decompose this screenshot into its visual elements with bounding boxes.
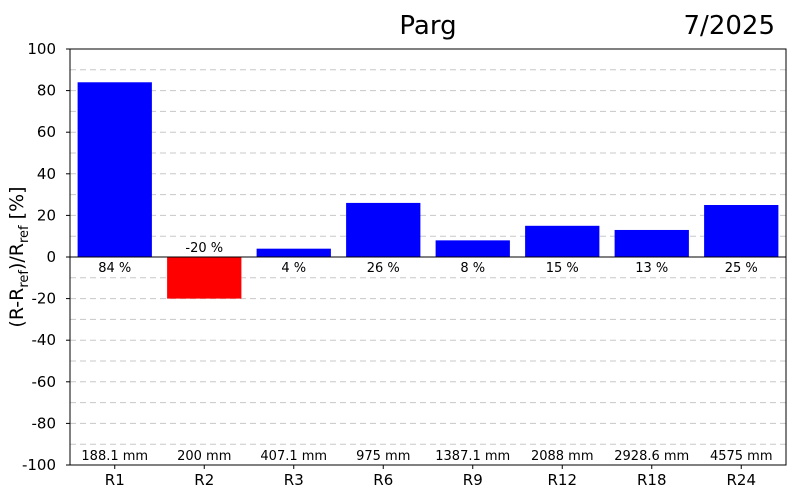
- value-label: -20 %: [185, 241, 223, 256]
- value-label: 84 %: [98, 261, 131, 276]
- y-tick-label: 60: [37, 123, 56, 141]
- y-tick-label: 100: [27, 40, 56, 58]
- x-tick-label: R6: [373, 471, 393, 489]
- y-tick-label: -60: [32, 373, 57, 391]
- precip-label: 4575 mm: [710, 449, 773, 464]
- bars: [77, 82, 779, 299]
- y-tick-label: -80: [32, 414, 57, 432]
- y-axis-label-part: )/R: [6, 243, 28, 270]
- chart-date: 7/2025: [684, 11, 775, 41]
- axes: [66, 48, 787, 469]
- y-axis-label-subscript: ref: [17, 270, 32, 288]
- x-tick-label: R1: [105, 471, 125, 489]
- x-tick-label: R24: [726, 471, 756, 489]
- bar: [167, 257, 242, 299]
- value-label: 25 %: [725, 261, 758, 276]
- x-tick-label: R3: [284, 471, 304, 489]
- y-tick-label: -100: [22, 456, 56, 474]
- bar: [525, 225, 600, 257]
- y-tick-label: 20: [37, 206, 56, 224]
- precip-label: 2928.6 mm: [614, 449, 689, 464]
- bar: [346, 202, 421, 257]
- value-label: 15 %: [546, 261, 579, 276]
- y-tick-label: 40: [37, 165, 56, 183]
- y-tick-label: -40: [32, 331, 57, 349]
- y-tick-label: 80: [37, 82, 56, 100]
- bar: [704, 205, 779, 257]
- value-label: 26 %: [367, 261, 400, 276]
- bar: [77, 82, 152, 257]
- x-tick-label: R18: [637, 471, 667, 489]
- y-axis-label-part: (R-R: [6, 288, 28, 328]
- precip-label: 1387.1 mm: [435, 449, 510, 464]
- bar: [614, 229, 689, 257]
- y-axis-label: (R-Rref)/Rref [%]: [6, 186, 32, 327]
- value-label: 4 %: [281, 261, 306, 276]
- bar: [256, 248, 331, 257]
- x-tick-label: R2: [194, 471, 214, 489]
- y-axis-label-part: [%]: [6, 186, 28, 225]
- value-label: 8 %: [460, 261, 485, 276]
- x-tick-label: R12: [547, 471, 577, 489]
- y-tick-label: -20: [32, 290, 57, 308]
- value-label: 13 %: [635, 261, 668, 276]
- precip-label: 2088 mm: [531, 449, 594, 464]
- precip-label: 200 mm: [177, 449, 231, 464]
- precip-label: 975 mm: [356, 449, 410, 464]
- y-axis-label-subscript: ref: [17, 225, 32, 243]
- precip-label: 188.1 mm: [81, 449, 148, 464]
- labels: 84 % 188.1 mm R1 -20 % 200 mm R2 4 % 407.1 mm R3…: [22, 40, 773, 489]
- precip-label: 407.1 mm: [260, 449, 327, 464]
- bar: [435, 240, 510, 257]
- x-tick-label: R9: [463, 471, 483, 489]
- chart-title: Parg: [399, 11, 456, 41]
- y-tick-label: 0: [46, 248, 56, 266]
